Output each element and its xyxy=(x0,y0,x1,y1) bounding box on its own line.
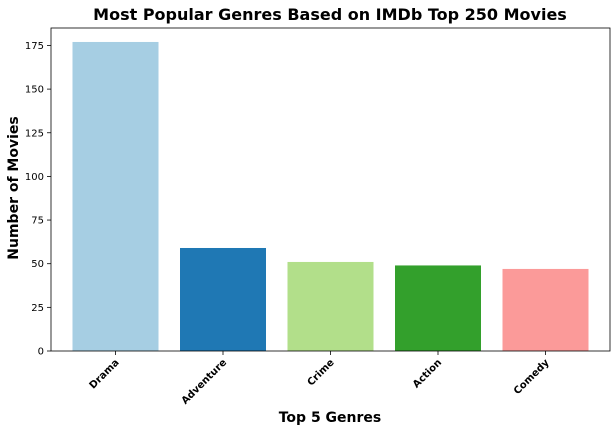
x-tick-label-adventure: Adventure xyxy=(180,357,230,407)
bar-action xyxy=(395,265,481,351)
y-axis-label: Number of Movies xyxy=(6,116,22,259)
y-tick-label-100: 100 xyxy=(25,172,44,183)
bar-crime xyxy=(287,261,374,351)
y-tick-label-175: 175 xyxy=(25,41,44,52)
x-tick-label-comedy: Comedy xyxy=(512,357,552,397)
plot-area: Drama Adventure Crime Action Comedy 0 25 50 75 10… xyxy=(25,27,611,407)
y-tick-label-25: 25 xyxy=(31,303,44,314)
x-tick-label-crime: Crime xyxy=(306,357,337,388)
x-tick-label-drama: Drama xyxy=(88,357,122,391)
y-tick-label-125: 125 xyxy=(25,128,44,139)
y-tick-label-50: 50 xyxy=(31,259,44,270)
y-tick-label-75: 75 xyxy=(31,216,44,227)
plot-frame xyxy=(50,27,611,352)
x-tick-label-action: Action xyxy=(411,357,444,390)
bar-drama xyxy=(72,41,159,351)
y-tick-label-0: 0 xyxy=(38,347,44,358)
bar-comedy xyxy=(502,268,589,351)
y-tick-label-150: 150 xyxy=(25,85,44,96)
chart-title: Most Popular Genres Based on IMDb Top 25… xyxy=(93,5,567,24)
bar-adventure xyxy=(180,247,266,351)
x-axis-label: Top 5 Genres xyxy=(279,410,382,426)
